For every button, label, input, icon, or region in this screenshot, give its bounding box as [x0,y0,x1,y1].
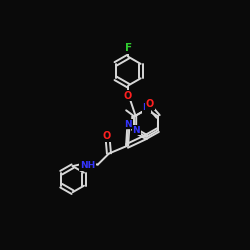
Text: O: O [102,131,110,141]
Text: F: F [124,43,132,53]
Text: N: N [124,120,132,129]
Text: O: O [146,99,154,109]
Text: NH: NH [80,161,96,170]
Text: N: N [132,126,140,134]
Text: O: O [124,90,132,101]
Text: N: N [142,103,150,112]
